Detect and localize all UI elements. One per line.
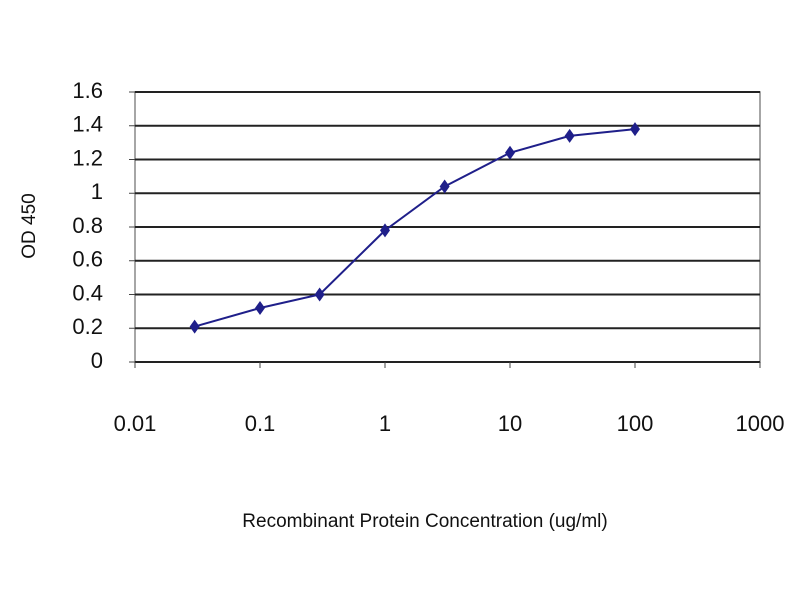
series-line bbox=[194, 128, 636, 328]
data-point bbox=[189, 319, 200, 334]
y-tick-label: 0.2 bbox=[72, 314, 103, 339]
y-tick-label: 0.6 bbox=[72, 247, 103, 272]
data-point bbox=[380, 223, 390, 238]
x-tick-label: 0.01 bbox=[114, 411, 157, 436]
y-tick-label: 1.2 bbox=[72, 145, 103, 170]
y-tick-label: 1.6 bbox=[72, 78, 103, 103]
y-tick-label: 1 bbox=[91, 179, 103, 204]
y-tick-label: 0.4 bbox=[72, 280, 103, 305]
data-point bbox=[314, 287, 325, 302]
data-point bbox=[255, 301, 265, 315]
data-point bbox=[630, 122, 640, 137]
data-point bbox=[439, 179, 450, 194]
data-point bbox=[564, 128, 575, 143]
data-point bbox=[505, 145, 515, 160]
x-tick-label: 0.1 bbox=[245, 411, 276, 436]
y-axis-title: OD 450 bbox=[19, 193, 40, 258]
x-tick-label: 10 bbox=[498, 411, 522, 436]
x-tick-label: 100 bbox=[617, 411, 654, 436]
x-tick-label: 1000 bbox=[736, 411, 785, 436]
x-axis-title: Recombinant Protein Concentration (ug/ml… bbox=[242, 511, 607, 532]
y-tick-label: 1.4 bbox=[72, 112, 103, 137]
y-tick-label: 0 bbox=[91, 348, 103, 373]
x-tick-label: 1 bbox=[379, 411, 391, 436]
y-tick-label: 0.8 bbox=[72, 213, 103, 238]
